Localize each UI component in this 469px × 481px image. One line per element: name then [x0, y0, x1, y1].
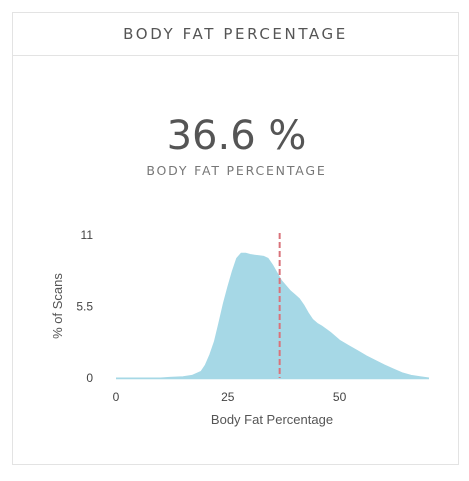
y-tick-label: 11 — [81, 228, 94, 242]
x-tick-label: 0 — [113, 390, 120, 404]
card-title: BODY FAT PERCENTAGE — [123, 25, 348, 43]
x-tick-label: 50 — [333, 390, 347, 404]
body-fat-card: BODY FAT PERCENTAGE 36.6 % BODY FAT PERC… — [12, 12, 459, 465]
body-fat-value: 36.6 % — [166, 113, 307, 159]
distribution-area — [116, 252, 430, 379]
x-axis-label: Body Fat Percentage — [211, 412, 333, 427]
y-axis-label: % of Scans — [50, 273, 65, 339]
card-header: BODY FAT PERCENTAGE — [13, 13, 458, 56]
body-fat-value-label: BODY FAT PERCENTAGE — [146, 163, 327, 178]
y-tick-label: 5.5 — [76, 300, 93, 314]
y-tick-label: 0 — [86, 371, 93, 385]
x-tick-label: 25 — [221, 390, 235, 404]
